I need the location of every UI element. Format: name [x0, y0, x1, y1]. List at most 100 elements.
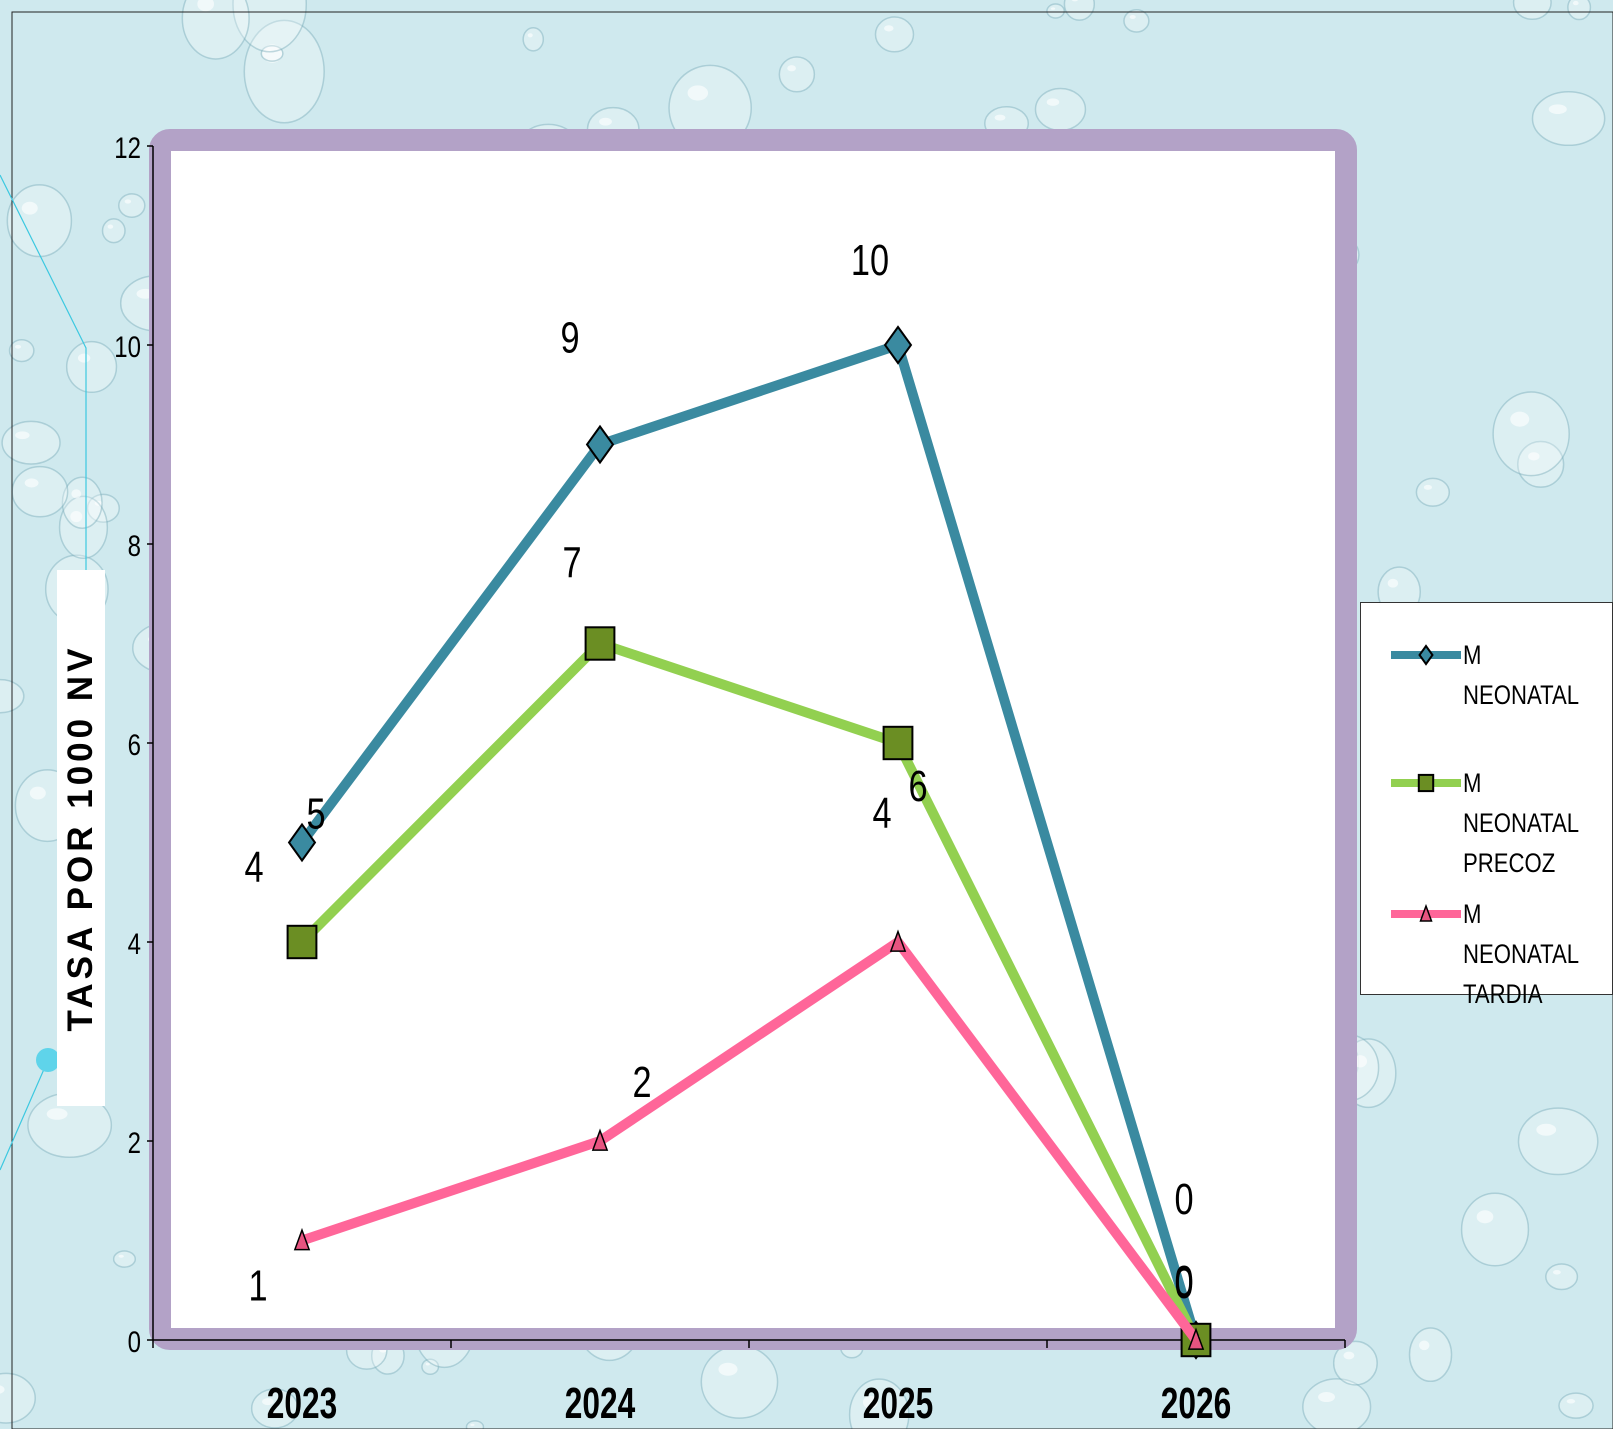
marker-triangle: [293, 1227, 311, 1251]
water-drop-highlight: [1536, 1123, 1557, 1136]
water-drop-highlight: [24, 478, 39, 488]
marker-triangle: [1419, 903, 1433, 922]
water-drop: [1567, 0, 1592, 21]
water-drop: [1123, 9, 1150, 33]
legend-label: M NEONATAL: [1463, 640, 1580, 710]
data-label: 4: [872, 789, 891, 838]
water-drop-highlight: [1418, 1340, 1430, 1351]
marker-diamond: [883, 325, 913, 365]
water-drop-highlight: [1129, 14, 1136, 19]
data-label: 1: [248, 1261, 267, 1310]
water-drop: [112, 1250, 137, 1268]
water-drop: [118, 193, 146, 218]
water-drop-highlight: [1343, 1351, 1355, 1360]
water-drop: [1302, 1378, 1372, 1429]
water-drop-highlight: [1318, 1391, 1336, 1403]
y-axis-label-box: [57, 570, 105, 1106]
water-drop-highlight: [1572, 0, 1579, 6]
data-label: 5: [306, 789, 325, 838]
y-tick-label: 4: [128, 926, 141, 960]
water-drop: [6, 184, 73, 258]
marker-square: [584, 626, 616, 661]
water-drop: [260, 45, 284, 62]
water-drop-highlight: [1071, 0, 1079, 2]
series-line: [300, 937, 1201, 1343]
data-label: 6: [908, 762, 927, 811]
water-drop-highlight: [94, 500, 103, 506]
water-drop-highlight: [1528, 452, 1540, 461]
legend-label: M NEONATAL TARDIA: [1463, 899, 1580, 1009]
legend-swatch-triangle-icon: [1391, 903, 1461, 922]
water-drop-highlight: [29, 786, 46, 800]
y-tick-label: 2: [128, 1125, 141, 1159]
water-drop: [61, 476, 103, 529]
water-drop-highlight: [118, 1254, 124, 1258]
x-tick-label: 2023: [267, 1379, 337, 1428]
water-drop: [243, 19, 325, 124]
water-drop: [1, 420, 61, 465]
water-drop-highlight: [994, 114, 1006, 121]
marker-diamond: [585, 424, 615, 465]
data-label: 0: [1174, 1259, 1193, 1308]
water-drop: [65, 340, 118, 394]
water-drop: [1558, 1392, 1594, 1419]
marker-triangle: [591, 1128, 609, 1151]
marker-square: [1417, 773, 1435, 793]
plot-area: [149, 129, 1357, 1350]
water-drop: [232, 0, 307, 53]
x-tick-label: 2025: [863, 1379, 933, 1428]
water-drop-highlight: [70, 510, 83, 523]
water-drop-highlight: [262, 44, 283, 63]
water-drop-highlight: [1510, 411, 1530, 427]
marker-square: [286, 924, 318, 960]
water-drop: [421, 1358, 440, 1376]
water-drop: [1512, 0, 1552, 21]
water-drop: [465, 1420, 485, 1429]
data-label: 7: [562, 538, 581, 587]
water-drop-highlight: [21, 201, 38, 215]
water-drop-highlight: [1050, 7, 1056, 10]
series-line: [297, 340, 1201, 1342]
water-drop-highlight: [77, 353, 91, 363]
legend-swatch-diamond-icon: [1391, 644, 1461, 666]
water-drop-highlight: [599, 117, 612, 126]
water-drop: [1046, 3, 1065, 19]
data-label: 0: [1174, 1257, 1193, 1306]
x-tick-label: 2026: [1161, 1379, 1231, 1428]
water-drop-highlight: [425, 1362, 430, 1366]
water-drop-highlight: [470, 1423, 475, 1426]
water-drop-highlight: [787, 65, 796, 72]
data-label: 10: [851, 236, 889, 285]
water-drop: [8, 338, 35, 363]
series-1: 5 9 10 0: [287, 236, 1211, 1360]
water-drop: [1517, 1107, 1599, 1176]
marker-triangle: [1187, 1327, 1205, 1350]
water-drop-highlight: [266, 49, 272, 53]
x-tick-label: 2024: [565, 1379, 636, 1428]
water-drop-highlight: [1046, 98, 1060, 106]
water-drop: [1531, 91, 1606, 147]
water-drop: [250, 1388, 299, 1429]
water-drop-highlight: [884, 25, 894, 32]
water-drop-highlight: [0, 1385, 5, 1394]
water-drop-highlight: [1423, 484, 1433, 490]
water-drop-highlight: [71, 489, 82, 499]
water-drop: [874, 16, 915, 53]
water-drop: [1332, 1340, 1378, 1386]
slide-border: [11, 11, 1613, 1429]
water-drop-highlight: [46, 1108, 68, 1120]
water-drop: [522, 27, 545, 52]
decor-dot: [36, 1048, 60, 1072]
water-drop: [58, 495, 109, 559]
y-tick-label: 12: [114, 130, 141, 164]
water-drop-highlight: [124, 199, 132, 204]
water-drop-highlight: [1476, 1210, 1494, 1224]
water-drop: [181, 0, 250, 60]
water-drop: [1408, 1327, 1453, 1383]
water-drop: [1492, 391, 1570, 477]
water-drop-highlight: [197, 0, 215, 12]
water-drop-highlight: [527, 33, 533, 38]
y-tick-label: 8: [128, 528, 141, 562]
marker-diamond: [287, 822, 317, 863]
water-drop: [0, 1372, 36, 1424]
